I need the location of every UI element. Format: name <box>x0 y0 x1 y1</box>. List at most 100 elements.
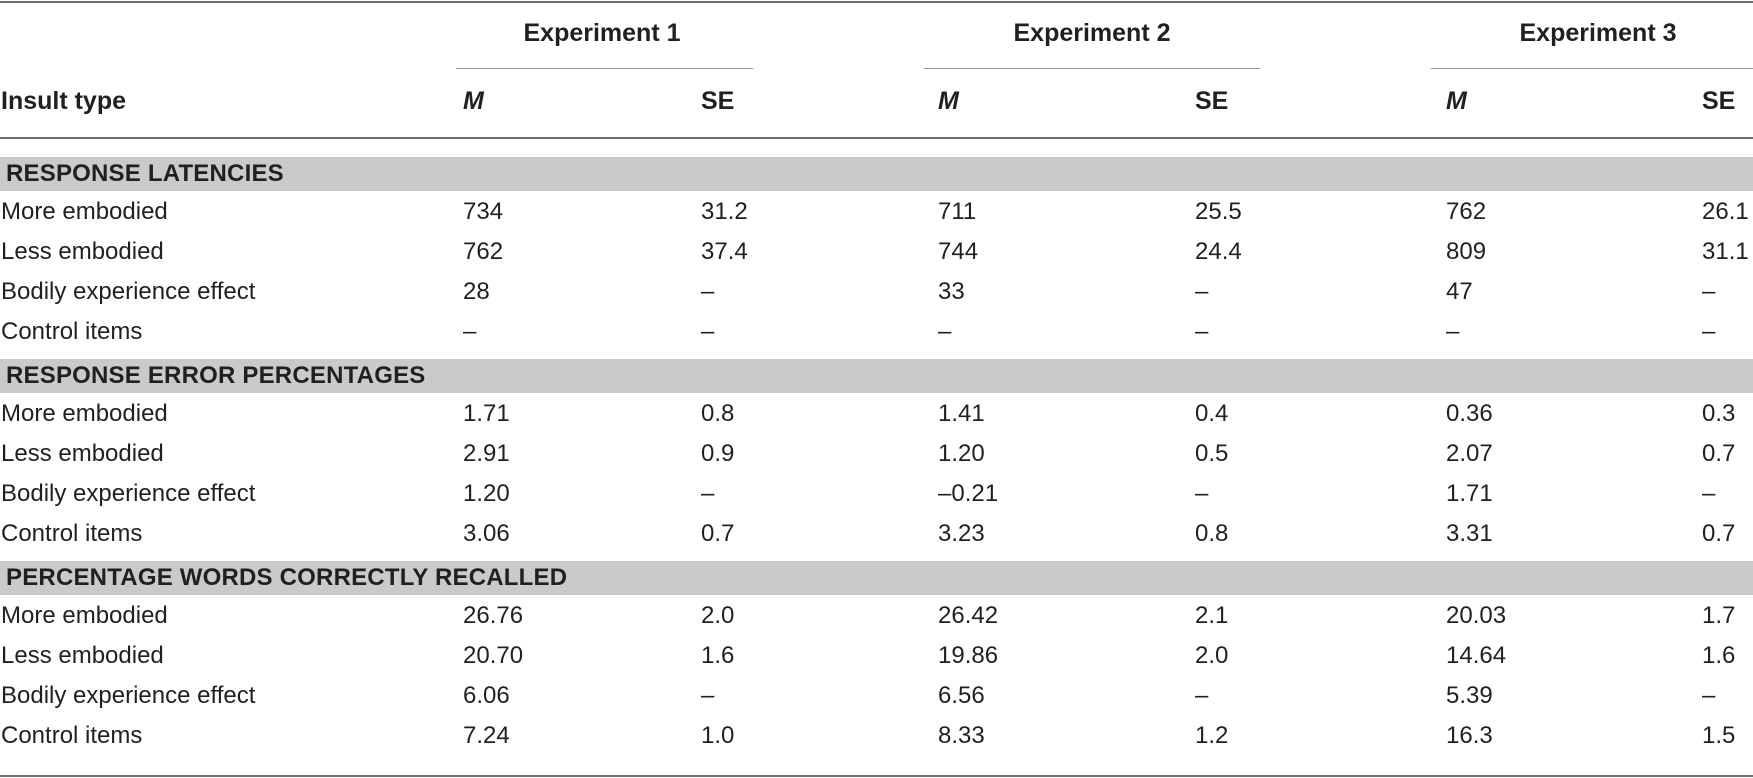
row-label: More embodied <box>1 198 168 225</box>
table-cell: 3.31 <box>1446 520 1493 547</box>
section-title: RESPONSE LATENCIES <box>6 160 284 187</box>
table-cell: 2.07 <box>1446 440 1493 467</box>
row-label: Bodily experience effect <box>1 682 256 709</box>
table-cell: 2.0 <box>1195 642 1229 669</box>
row-label: Less embodied <box>1 642 164 669</box>
table-row: Less embodied 2.91 0.9 1.20 0.5 2.07 0.7 <box>0 434 1753 474</box>
row-header-insult-type: Insult type <box>1 87 127 115</box>
row-label: Bodily experience effect <box>1 480 256 507</box>
table-cell: 0.7 <box>701 520 735 547</box>
table-cell: – <box>1195 682 1209 709</box>
table-cell: – <box>1195 278 1209 305</box>
row-label: Bodily experience effect <box>1 278 256 305</box>
table-cell: 6.56 <box>938 682 985 709</box>
table-cell: 0.5 <box>1195 440 1229 467</box>
table-cell: 26.42 <box>938 602 999 629</box>
col-header-m-2: M <box>938 87 959 115</box>
table-cell: 711 <box>938 198 977 225</box>
table-cell: 2.91 <box>463 440 510 467</box>
table-row: Control items 7.24 1.0 8.33 1.2 16.3 1.5 <box>0 716 1753 756</box>
table-cell: 8.33 <box>938 722 985 749</box>
top-rule <box>0 1 1753 3</box>
group-header-experiment-1: Experiment 1 <box>523 19 681 47</box>
table-cell: 744 <box>938 238 979 265</box>
table-cell: 47 <box>1446 278 1473 305</box>
table-cell: 0.4 <box>1195 400 1229 427</box>
table-row: Bodily experience effect 28 – 33 – 47 – <box>0 272 1753 312</box>
table-cell: – <box>463 318 477 345</box>
table-cell: 1.6 <box>701 642 735 669</box>
bottom-rule <box>0 775 1753 777</box>
table-row: More embodied 734 31.2 711 25.5 762 26.1 <box>0 192 1753 232</box>
table-cell: 2.0 <box>701 602 735 629</box>
table-cell: 734 <box>463 198 504 225</box>
table-cell: 0.3 <box>1702 400 1736 427</box>
table-cell: 1.20 <box>463 480 510 507</box>
table-cell: 1.20 <box>938 440 985 467</box>
table-cell: 37.4 <box>701 238 748 265</box>
col-header-se-2: SE <box>1195 87 1229 115</box>
col-header-m-3: M <box>1446 87 1467 115</box>
group-underline-3 <box>1431 68 1753 69</box>
table-cell: 0.7 <box>1702 440 1736 467</box>
table-cell: 1.2 <box>1195 722 1229 749</box>
table-row: Bodily experience effect 6.06 – 6.56 – 5.39 – <box>0 676 1753 716</box>
table-cell: 0.36 <box>1446 400 1493 427</box>
table-cell: 1.41 <box>938 400 985 427</box>
table-row: Control items – – – – – – <box>0 312 1753 352</box>
table-cell: 19.86 <box>938 642 999 669</box>
table-cell: 25.5 <box>1195 198 1242 225</box>
table-cell: 20.03 <box>1446 602 1507 629</box>
table-cell: – <box>701 318 715 345</box>
table-cell: 762 <box>1446 198 1487 225</box>
table-cell: 20.70 <box>463 642 524 669</box>
row-label: Control items <box>1 318 143 345</box>
table-cell: 0.7 <box>1702 520 1736 547</box>
table-cell: 2.1 <box>1195 602 1229 629</box>
table-row: Bodily experience effect 1.20 – –0.21 – 1.71 – <box>0 474 1753 514</box>
table-cell: 3.23 <box>938 520 985 547</box>
table-cell: 1.6 <box>1702 642 1736 669</box>
table-cell: 0.8 <box>701 400 735 427</box>
table-cell: 26.1 <box>1702 198 1749 225</box>
table-cell: 7.24 <box>463 722 510 749</box>
row-label: Less embodied <box>1 238 164 265</box>
table-cell: – <box>1702 318 1716 345</box>
table-cell: 24.4 <box>1195 238 1242 265</box>
row-label: Less embodied <box>1 440 164 467</box>
table-cell: – <box>1702 480 1716 507</box>
table-cell: 809 <box>1446 238 1487 265</box>
table-row: Less embodied 762 37.4 744 24.4 809 31.1 <box>0 232 1753 272</box>
table-cell: 1.71 <box>463 400 510 427</box>
row-label: Control items <box>1 722 143 749</box>
section-title: RESPONSE ERROR PERCENTAGES <box>6 362 426 389</box>
table-cell: 31.1 <box>1702 238 1749 265</box>
table-cell: – <box>1446 318 1460 345</box>
table-cell: 1.7 <box>1702 602 1736 629</box>
section-header: PERCENTAGE WORDS CORRECTLY RECALLED <box>0 561 1753 595</box>
table-cell: – <box>1195 318 1209 345</box>
table-row: Control items 3.06 0.7 3.23 0.8 3.31 0.7 <box>0 514 1753 554</box>
section-title: PERCENTAGE WORDS CORRECTLY RECALLED <box>6 564 568 591</box>
group-header-experiment-3: Experiment 3 <box>1519 19 1677 47</box>
table-cell: – <box>938 318 952 345</box>
table-cell: 6.06 <box>463 682 510 709</box>
col-header-se-1: SE <box>701 87 735 115</box>
col-header-m-1: M <box>463 87 484 115</box>
table-cell: – <box>1702 278 1716 305</box>
table-cell: 1.5 <box>1702 722 1736 749</box>
group-header-experiment-2: Experiment 2 <box>1013 19 1171 47</box>
table-cell: – <box>701 278 715 305</box>
group-underline-2 <box>924 68 1260 69</box>
table-row: More embodied 26.76 2.0 26.42 2.1 20.03 1.7 <box>0 596 1753 636</box>
section-header: RESPONSE LATENCIES <box>0 157 1753 191</box>
table-cell: 1.0 <box>701 722 735 749</box>
col-header-se-3: SE <box>1702 87 1736 115</box>
row-label: More embodied <box>1 602 168 629</box>
table-cell: 26.76 <box>463 602 524 629</box>
table-cell: 3.06 <box>463 520 510 547</box>
table-cell: 31.2 <box>701 198 748 225</box>
table-cell: – <box>1702 682 1716 709</box>
section-header: RESPONSE ERROR PERCENTAGES <box>0 359 1753 393</box>
